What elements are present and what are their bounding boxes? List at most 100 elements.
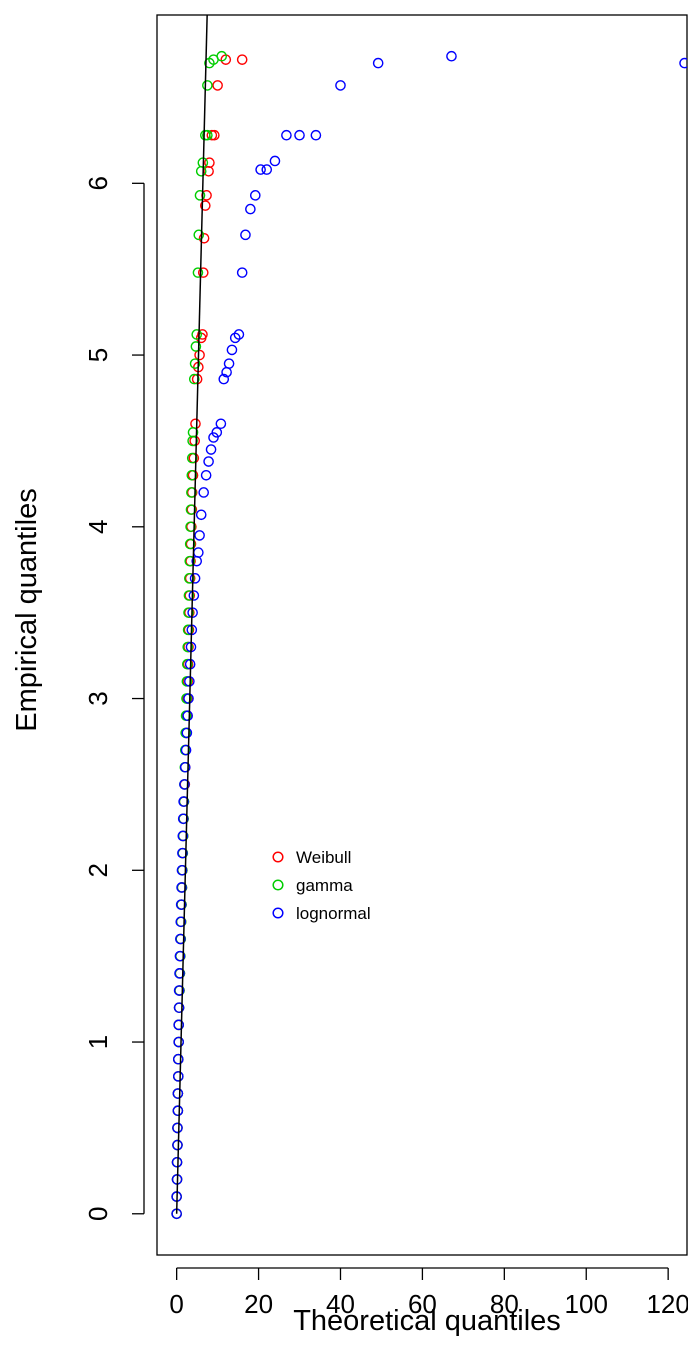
data-point <box>208 432 219 443</box>
data-point <box>186 469 198 481</box>
data-point <box>236 267 248 278</box>
y-tick-label: 0 <box>83 1207 113 1221</box>
data-point <box>198 487 209 498</box>
x-tick-label: 100 <box>565 1289 608 1319</box>
data-point <box>174 950 186 962</box>
data-point <box>175 916 187 928</box>
data-point <box>185 504 197 515</box>
data-point <box>183 590 195 601</box>
legend-marker <box>272 851 284 863</box>
data-point <box>205 444 217 455</box>
y-tick-label: 2 <box>83 863 113 877</box>
plot-frame <box>156 14 688 1256</box>
data-point <box>186 452 198 464</box>
legend: Weibull gamma lognormal <box>272 848 371 923</box>
data-point <box>261 164 273 175</box>
data-point <box>229 332 241 344</box>
data-point <box>281 129 292 141</box>
data-point <box>182 658 193 670</box>
data-point <box>172 1071 184 1082</box>
data-point <box>190 418 201 430</box>
data-point <box>188 590 200 601</box>
data-point <box>189 358 201 369</box>
data-point <box>190 341 202 352</box>
data-point <box>181 727 193 739</box>
data-point <box>198 232 210 244</box>
data-point <box>177 813 189 825</box>
y-tick-label: 6 <box>83 176 113 190</box>
y-axis: 0 1 2 3 4 5 6 <box>83 176 145 1221</box>
data-point <box>269 155 281 167</box>
data-point <box>185 521 196 533</box>
data-point <box>176 864 188 876</box>
data-point <box>173 1019 185 1031</box>
data-point <box>184 573 195 584</box>
data-point <box>211 427 223 438</box>
data-point <box>194 349 205 361</box>
y-tick-label: 1 <box>83 1035 113 1049</box>
series-lognormal <box>171 50 687 1220</box>
data-point <box>183 607 194 618</box>
data-point <box>216 50 228 62</box>
data-point <box>172 1088 184 1099</box>
data-point <box>184 538 196 550</box>
legend-marker <box>272 879 284 891</box>
data-point <box>204 157 215 169</box>
data-point <box>178 796 189 807</box>
data-point <box>188 373 200 385</box>
data-point <box>176 882 187 893</box>
data-point <box>179 761 191 773</box>
data-point <box>184 555 196 567</box>
data-point <box>182 624 194 636</box>
data-point <box>179 779 190 790</box>
legend-marker <box>272 907 284 919</box>
data-point <box>173 1036 185 1048</box>
data-point <box>236 54 248 65</box>
data-point <box>193 547 204 558</box>
x-axis: 0 20 40 60 80 100 120 <box>169 1267 688 1319</box>
y-tick-label: 3 <box>83 691 113 705</box>
data-point <box>245 203 256 215</box>
data-point <box>226 344 238 356</box>
x-tick-label: 60 <box>408 1289 437 1319</box>
data-point <box>172 1139 183 1151</box>
x-tick-label: 80 <box>490 1289 519 1319</box>
data-point <box>215 418 227 430</box>
x-axis-label: Theoretical quantiles <box>293 1305 561 1337</box>
data-point <box>187 427 199 438</box>
y-tick-label: 5 <box>83 348 113 362</box>
y-tick-label: 4 <box>83 520 113 534</box>
reference-line <box>175 15 208 1214</box>
data-point <box>200 200 211 211</box>
x-tick-label: 40 <box>326 1289 355 1319</box>
data-point <box>175 899 187 910</box>
data-point <box>180 744 192 756</box>
data-point <box>335 80 346 91</box>
data-point <box>183 693 194 704</box>
data-point <box>194 190 206 201</box>
data-point <box>174 968 185 979</box>
data-point <box>372 57 384 69</box>
legend-label: gamma <box>296 876 353 895</box>
data-point <box>193 229 205 241</box>
data-point <box>195 509 207 521</box>
data-point <box>446 50 457 62</box>
data-point <box>197 267 209 278</box>
data-point <box>173 985 185 996</box>
data-point <box>202 129 213 141</box>
x-tick-label: 120 <box>646 1289 688 1319</box>
data-point <box>679 57 687 69</box>
legend-label: Weibull <box>296 848 351 867</box>
data-point <box>212 80 223 91</box>
data-point <box>171 1156 183 1168</box>
data-point <box>218 373 230 385</box>
data-point <box>173 1002 185 1013</box>
data-point <box>172 1105 184 1117</box>
x-tick-label: 0 <box>169 1289 183 1319</box>
data-point <box>175 933 186 945</box>
data-point <box>194 530 205 541</box>
data-point <box>186 487 197 498</box>
data-point <box>172 1122 183 1134</box>
x-tick-label: 20 <box>244 1289 273 1319</box>
